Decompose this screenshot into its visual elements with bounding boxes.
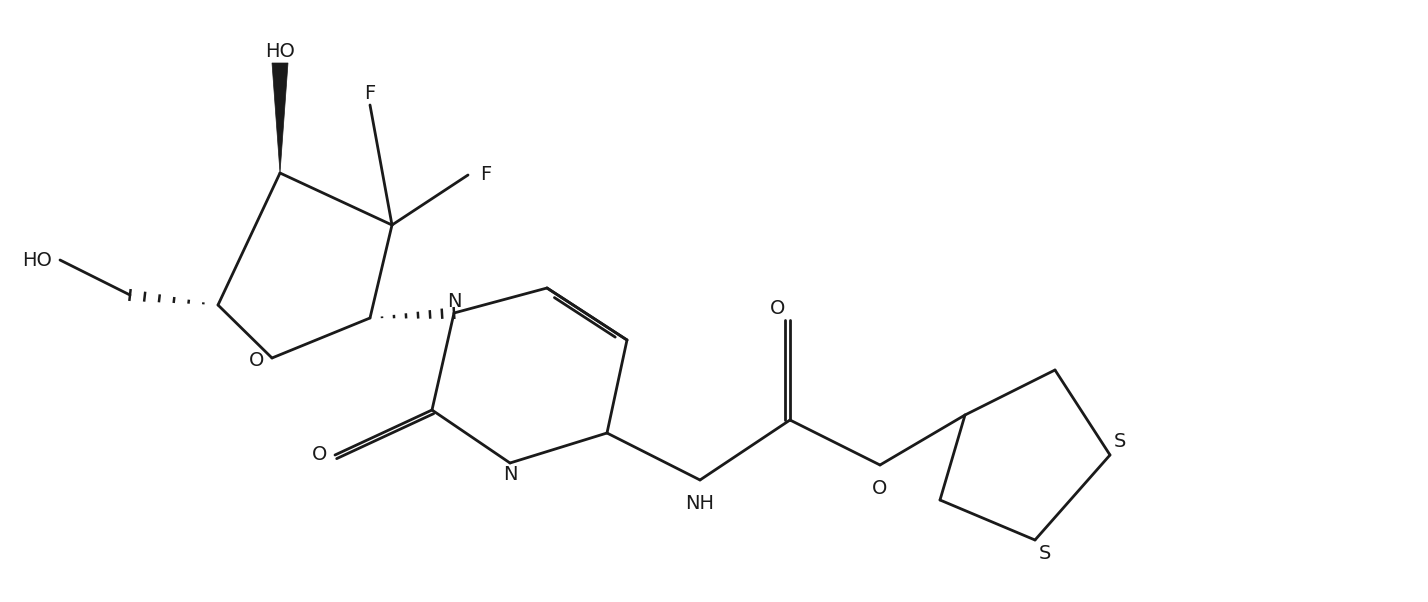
Text: O: O [311, 445, 327, 465]
Text: S: S [1114, 432, 1127, 451]
Text: N: N [503, 465, 517, 484]
Text: N: N [447, 292, 461, 311]
Text: F: F [364, 84, 376, 103]
Text: HO: HO [21, 250, 51, 270]
Text: S: S [1040, 544, 1051, 563]
Text: O: O [248, 352, 264, 370]
Text: NH: NH [685, 494, 714, 513]
Polygon shape [271, 63, 288, 173]
Text: HO: HO [266, 42, 296, 61]
Text: O: O [770, 299, 785, 318]
Text: F: F [480, 166, 491, 184]
Text: O: O [873, 479, 888, 498]
